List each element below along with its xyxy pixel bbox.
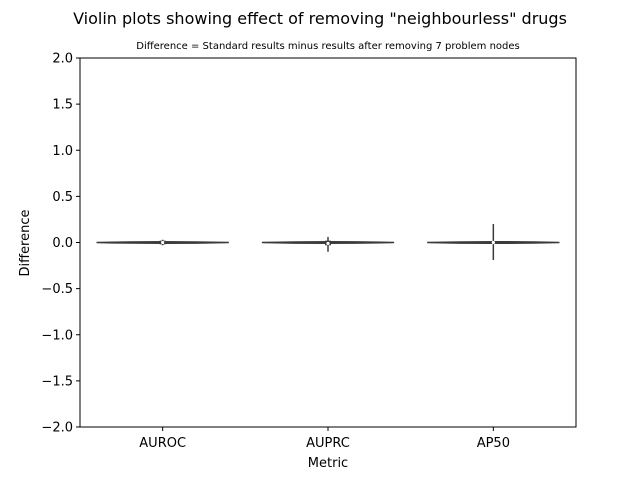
y-tick-label: −1.0	[41, 328, 73, 343]
y-tick-label: −1.5	[41, 374, 73, 389]
violin-median	[491, 240, 495, 245]
y-tick-label: −0.5	[41, 282, 73, 297]
x-tick-label: AUPRC	[306, 436, 350, 451]
y-tick-label: 0.0	[52, 236, 73, 251]
violin-median	[161, 240, 165, 245]
y-tick-label: 1.0	[52, 144, 73, 159]
x-axis-label: Metric	[308, 456, 348, 471]
x-axis: AUROC AUPRC AP50	[139, 427, 510, 451]
y-tick-label: 2.0	[52, 52, 73, 67]
x-tick-label: AUROC	[139, 436, 186, 451]
y-tick-label: −2.0	[41, 421, 73, 436]
y-tick-label: 0.5	[52, 190, 73, 205]
chart-subtitle: Difference = Standard results minus resu…	[136, 41, 519, 52]
plot-area	[96, 224, 560, 261]
x-tick-label: AP50	[477, 436, 510, 451]
y-axis-label: Difference	[18, 209, 33, 276]
violin-median	[326, 241, 330, 246]
y-tick-label: 1.5	[52, 98, 73, 113]
chart-title: Violin plots showing effect of removing …	[73, 9, 567, 28]
y-axis: −2.0 −1.5 −1.0 −0.5 0.0 0.5 1.0 1.5 2.0	[41, 52, 80, 436]
